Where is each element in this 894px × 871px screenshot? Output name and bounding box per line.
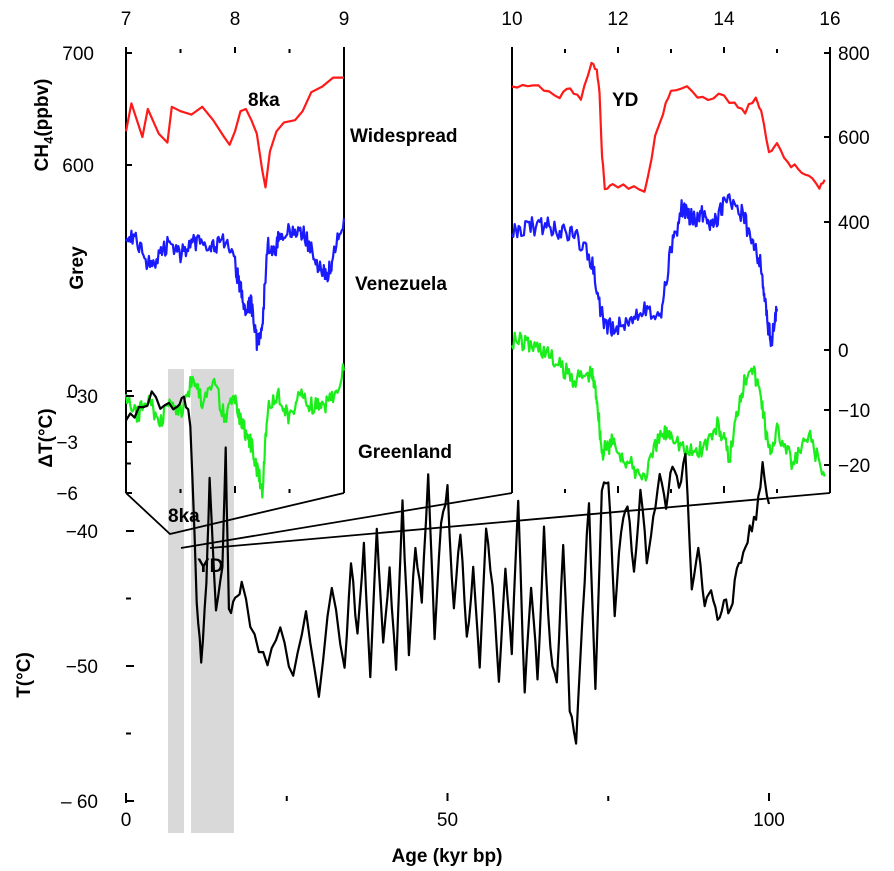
label-yd-bottom: YD <box>197 556 223 577</box>
left-ch4-tick-label-600: 600 <box>62 156 94 177</box>
connector-yd-right <box>209 492 831 549</box>
dt-axis-title: ΔT(°C) <box>36 408 57 467</box>
right-series-greenland <box>510 331 826 482</box>
right-tick-label-400: 400 <box>838 213 870 234</box>
right-x-tick-label-12: 12 <box>607 9 628 30</box>
left-inset-x-ticks: 7 8 9 <box>121 9 350 493</box>
label-8ka-bottom: 8ka <box>168 506 200 527</box>
right-x-tick-label-16: 16 <box>819 9 840 30</box>
left-ch4-tick-label-700: 700 <box>62 44 94 65</box>
label-greenland: Greenland <box>358 442 452 463</box>
right-tick-label-m10: −10 <box>838 401 870 422</box>
event-shading <box>168 369 234 833</box>
ch4-axis-title: CH4(ppbv) <box>32 79 56 172</box>
shade-8ka <box>168 369 184 833</box>
bottom-panel: 0 50 100−30−40−50– 60 8ka YD Age (kyr bp) … <box>14 387 785 867</box>
left-inset-series <box>124 76 346 499</box>
y-axis-title: T(°C) <box>14 652 35 698</box>
x-axis-title: Age (kyr bp) <box>392 846 503 867</box>
right-tick-label-m20: −20 <box>838 456 870 477</box>
bottom-series-temperature <box>125 390 771 745</box>
ch4-label-tail: (ppbv) <box>32 79 53 137</box>
label-yd-top: YD <box>612 90 638 111</box>
right-x-tick-label-10: 10 <box>501 9 522 30</box>
zoom-connectors <box>125 492 831 549</box>
left-inset-panel: 7 8 9 700 600 0 −3 −6 <box>56 9 349 505</box>
bottom-axes: 0 50 100 −30 −40 −50 – 60 <box>61 387 785 831</box>
bottom-y-tick-label-m40: −40 <box>66 522 98 543</box>
left-x-tick-label-7: 7 <box>121 9 132 30</box>
left-dt-tick-label-m3: −3 <box>56 433 78 454</box>
bottom-y-tick-label-m50: −50 <box>66 657 98 678</box>
bottom-y-tick-label-m30: −30 <box>66 387 98 408</box>
label-8ka-top: 8ka <box>248 90 280 111</box>
bottom-x-tick-label-100: 100 <box>753 810 785 831</box>
left-series-greenland <box>124 363 346 499</box>
svg-text:CH4(ppbv): CH4(ppbv) <box>32 79 56 172</box>
left-inset-y-ticks: 700 600 0 −3 −6 <box>56 44 132 505</box>
connector-8ka <box>125 492 345 535</box>
bottom-series <box>125 390 771 745</box>
right-inset-x-ticks: 10 12 14 16 <box>501 9 841 493</box>
right-tick-label-800: 800 <box>838 44 870 65</box>
ch4-label-main: CH <box>32 144 53 171</box>
left-series-widespread <box>124 76 344 189</box>
left-x-tick-label-8: 8 <box>230 9 241 30</box>
right-inset-y-ticks: 800 600 400 0 −10 −20 <box>824 44 870 477</box>
left-dt-tick-label-0: 0 <box>67 382 78 403</box>
label-venezuela: Venezuela <box>355 274 447 295</box>
right-inset-series <box>510 61 826 482</box>
connector-yd-left <box>180 492 513 549</box>
right-inset-panel: 10 12 14 16 800 600 400 0 −10 −20 <box>501 9 870 493</box>
right-tick-label-600: 600 <box>838 128 870 149</box>
bottom-y-tick-label-m60: – 60 <box>61 792 98 813</box>
right-x-tick-label-14: 14 <box>713 9 735 30</box>
bottom-x-tick-label-0: 0 <box>121 810 132 831</box>
left-x-tick-label-9: 9 <box>339 9 350 30</box>
left-series-venezuela <box>124 218 346 352</box>
ch4-label-sub: 4 <box>41 136 56 144</box>
label-widespread: Widespread <box>350 126 458 147</box>
bottom-x-tick-label-50: 50 <box>437 810 458 831</box>
right-series-widespread <box>511 61 826 193</box>
right-tick-label-0: 0 <box>838 341 849 362</box>
left-dt-tick-label-m6: −6 <box>56 484 78 505</box>
right-series-venezuela <box>511 193 779 348</box>
shade-yd <box>191 369 234 833</box>
grey-axis-title: Grey <box>67 246 88 290</box>
